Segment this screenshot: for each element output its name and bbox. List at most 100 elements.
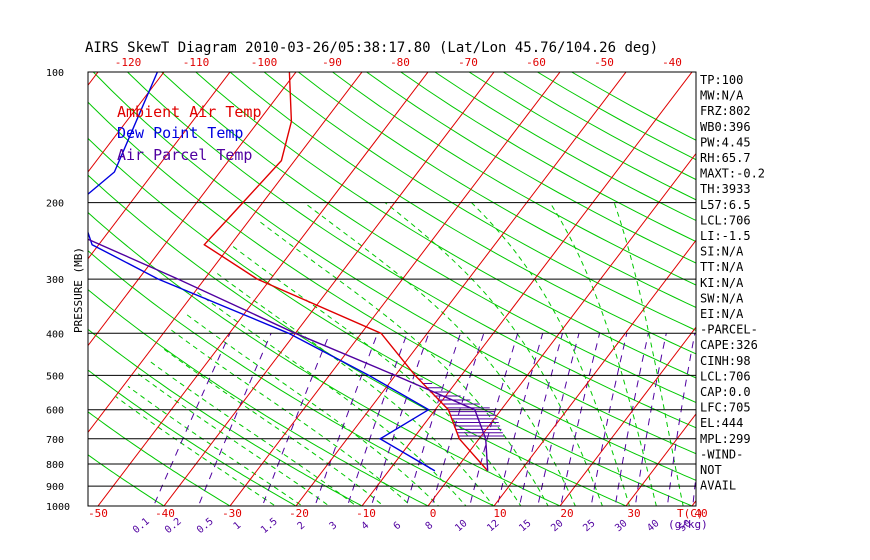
mixing-ratio-label: 4	[360, 520, 372, 532]
moist-adiabat-line	[115, 396, 277, 506]
dry-adiabat-line	[331, 72, 696, 286]
mixing-ratio-lines	[153, 333, 696, 506]
index-line: LFC:705	[700, 401, 751, 415]
dry-adiabat-line	[297, 72, 696, 308]
index-line: -WIND-	[700, 447, 743, 461]
dry-adiabat-line	[88, 454, 165, 506]
top-tick-label: -50	[594, 56, 614, 69]
moist-adiabat-line	[160, 346, 385, 506]
mixing-ratio-label: 15	[517, 518, 533, 534]
index-line: EL:444	[700, 416, 743, 430]
index-line: FRZ:802	[700, 104, 751, 118]
index-line: TP:100	[700, 73, 743, 87]
isotherm-line	[88, 72, 363, 434]
isotherm-line	[751, 52, 870, 515]
top-tick-label: -40	[662, 56, 682, 69]
mixing-ratio-line	[634, 333, 667, 506]
index-line: CINH:98	[700, 354, 751, 368]
mixing-ratio-line	[197, 333, 272, 506]
mixing-ratio-label: 30	[613, 518, 629, 534]
moist-adiabat-line	[184, 313, 440, 506]
moist-adiabat-line	[127, 385, 304, 506]
plot-frame	[87, 71, 697, 507]
mixing-ratio-label: 25	[581, 518, 597, 534]
plot-area	[88, 52, 870, 515]
bottom-axis-unit: T(C)	[677, 507, 704, 520]
cape-region-hatch	[418, 378, 505, 437]
pressure-tick-label: 900	[46, 482, 64, 493]
mixing-ratio-label: 12	[485, 518, 501, 534]
isotherm-line	[88, 72, 231, 260]
bottom-tick-label: -30	[222, 507, 242, 520]
mixing-ratio-label: 3	[328, 520, 340, 532]
top-tick-label: -90	[322, 56, 342, 69]
isotherm-line	[229, 72, 561, 506]
pressure-tick-label: 300	[46, 275, 64, 286]
dry-adiabat-line	[88, 250, 496, 506]
top-tick-label: -100	[251, 56, 278, 69]
isotherm-line	[361, 72, 693, 506]
mixing-ratio-label: 0.1	[131, 516, 152, 536]
moist-adiabat-line	[613, 202, 684, 506]
mixing-ratio-label: 10	[453, 518, 469, 534]
mixing-ratio-label: 0.5	[195, 516, 216, 536]
mixing-ratio-label: 1.5	[259, 516, 280, 536]
top-tick-label: -70	[458, 56, 478, 69]
index-line: WB0:396	[700, 120, 751, 134]
legend-air-parcel-temp: Air Parcel Temp	[117, 146, 252, 164]
bottom-tick-label: -10	[356, 507, 376, 520]
index-line: CAPE:326	[700, 338, 758, 352]
mixing-ratio-line	[370, 333, 430, 506]
bottom-axis-ticks: -50 -40 -30 -20 -10 0 10 20 30 40	[88, 507, 708, 520]
series-line-ambient-air-temp	[203, 72, 489, 472]
dry-adiabat-line	[88, 101, 696, 481]
bottom-tick-label: -50	[88, 507, 108, 520]
top-tick-label: -60	[526, 56, 546, 69]
mixing-ratio-label: 8	[424, 520, 436, 532]
index-line: -PARCEL-	[700, 323, 758, 337]
mixing-ratio-line	[405, 333, 461, 506]
mixing-ratio-label: 2	[296, 520, 308, 532]
top-tick-label: -110	[183, 56, 210, 69]
mixing-ratio-line	[496, 333, 544, 506]
pressure-tick-label: 800	[46, 460, 64, 471]
index-line: CAP:0.0	[700, 385, 751, 399]
moist-adiabat-line	[168, 328, 412, 506]
pressure-ticks: 100 200 300 400 500 600 700 800 900 1000	[46, 68, 70, 513]
mixing-ratio-line	[261, 333, 331, 506]
legend-dew-point-temp: Dew Point Temp	[117, 124, 243, 142]
series-line-air-parcel-temp	[88, 238, 489, 471]
dry-adiabat-line	[229, 72, 696, 355]
isotherm-line	[559, 326, 696, 506]
mixing-ratio-line	[590, 333, 628, 506]
isotherm-line	[427, 152, 696, 506]
legend: Ambient Air Temp Dew Point Temp Air Parc…	[117, 103, 262, 164]
bottom-tick-label: 40	[694, 507, 707, 520]
mixing-ratio-label: 1	[232, 520, 244, 532]
dry-adiabat-line	[88, 211, 562, 506]
mixing-ratio-unit: (g/kg)	[668, 518, 708, 531]
index-line: LI:-1.5	[700, 229, 751, 243]
isotherm-line	[295, 72, 627, 506]
mixing-ratio-line	[346, 333, 408, 506]
mixing-ratio-line	[153, 333, 231, 506]
dry-adiabat-line	[88, 328, 364, 506]
mixing-ratio-line	[314, 333, 379, 506]
mixing-ratio-line	[560, 333, 601, 506]
series-line-dew-point-temp	[88, 72, 436, 472]
dry-adiabat-line	[536, 72, 696, 161]
index-line: LCL:706	[700, 369, 751, 383]
bottom-tick-label: 0	[430, 507, 437, 520]
top-tick-label: -80	[390, 56, 410, 69]
index-line: TH:3933	[700, 182, 751, 196]
mixing-ratio-labels: 0.1 0.2 0.5 1 1.5 2 3 4 6 8 10 12 15 20 25 30 40 50	[131, 516, 694, 536]
pressure-tick-label: 500	[46, 371, 64, 382]
index-line: L57:6.5	[700, 198, 751, 212]
index-line: MAXT:-0.2	[700, 167, 765, 181]
dry-adiabat-line	[88, 137, 694, 506]
isotherm-line	[88, 72, 297, 347]
bottom-tick-label: -20	[289, 507, 309, 520]
mixing-ratio-line	[518, 333, 563, 506]
